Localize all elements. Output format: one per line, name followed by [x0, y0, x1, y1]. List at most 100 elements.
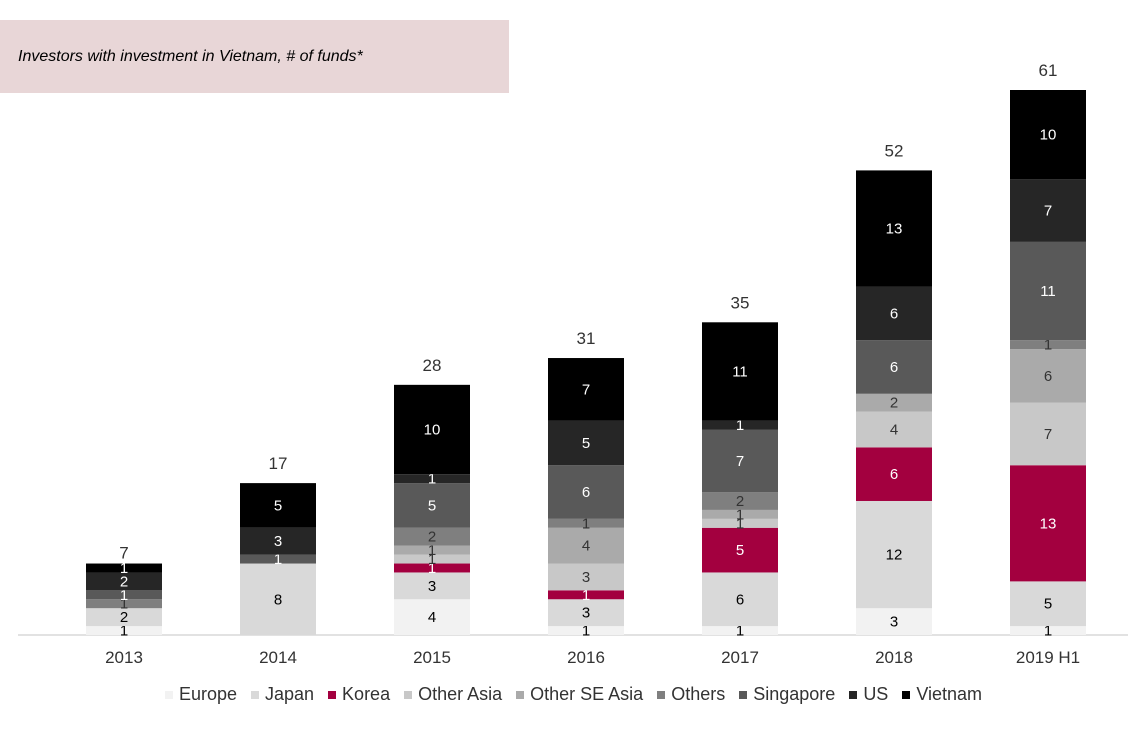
segment-value-label: 2: [428, 529, 436, 546]
bar-segment-singapore-2016: [548, 465, 624, 519]
segment-value-label: 13: [886, 220, 903, 237]
segment-value-label: 7: [1044, 426, 1052, 443]
bar-segment-other-se-asia-2018: [856, 393, 932, 412]
bar-segment-japan-2018: [856, 500, 932, 609]
legend-item: Singapore: [739, 684, 835, 705]
bar-segment-other-asia-2015: [394, 554, 470, 564]
legend-swatch: [516, 690, 525, 699]
segment-value-label: 1: [120, 623, 128, 640]
bar-segment-other-se-asia-2017: [702, 509, 778, 519]
segment-value-label: 3: [890, 614, 898, 631]
segment-value-label: 1: [428, 471, 436, 488]
chart-title: Investors with investment in Vietnam, # …: [18, 47, 363, 65]
bar-total-label: 7: [119, 543, 128, 562]
x-tick-label: 2017: [721, 648, 759, 667]
segment-value-label: 5: [736, 542, 744, 559]
segment-value-label: 1: [1044, 337, 1052, 354]
segment-value-label: 2: [120, 573, 128, 590]
bar-segment-korea-2015: [394, 563, 470, 573]
x-tick-label: 2016: [567, 648, 605, 667]
segment-value-label: 7: [736, 453, 744, 470]
bar-segment-europe-2019-H1: [1010, 626, 1086, 635]
segment-value-label: 1: [736, 506, 744, 523]
segment-value-label: 3: [582, 569, 590, 586]
legend-label: Vietnam: [916, 684, 983, 704]
bar-segment-us-2014: [240, 527, 316, 555]
segment-value-label: 13: [1040, 515, 1057, 532]
bar-segment-us-2016: [548, 420, 624, 466]
bar-total-label: 17: [269, 454, 288, 473]
segment-value-label: 1: [274, 551, 282, 568]
bar-total-label: 61: [1039, 61, 1058, 80]
bar-segment-others-2019-H1: [1010, 340, 1086, 350]
bar-segment-us-2017: [702, 420, 778, 430]
x-tick-label: 2018: [875, 648, 913, 667]
legend-swatch: [251, 690, 259, 699]
legend-item: Other Asia: [404, 684, 502, 705]
segment-value-label: 6: [582, 484, 590, 501]
segment-value-label: 1: [582, 515, 590, 532]
bar-segment-europe-2013: [86, 626, 162, 635]
segment-value-label: 1: [736, 515, 744, 532]
segment-value-label: 6: [890, 466, 898, 483]
legend-label: Europe: [178, 684, 237, 704]
legend-swatch: [849, 690, 858, 699]
bar-segment-others-2016: [548, 518, 624, 528]
bar-segment-vietnam-2013: [86, 563, 162, 573]
segment-value-label: 1: [582, 623, 590, 640]
bar-total-label: 52: [885, 141, 904, 160]
segment-value-label: 1: [736, 417, 744, 434]
segment-value-label: 11: [1040, 283, 1056, 300]
segment-value-label: 2: [120, 609, 128, 626]
segment-value-label: 6: [1044, 368, 1052, 385]
x-tick-label: 2013: [105, 648, 143, 667]
bar-total-label: 35: [731, 293, 750, 312]
legend-swatch: [404, 690, 413, 699]
legend-label: US: [863, 684, 889, 704]
bar-segment-singapore-2018: [856, 340, 932, 394]
bar-segment-other-asia-2018: [856, 411, 932, 448]
segment-value-label: 4: [582, 538, 590, 555]
bar-segment-japan-2015: [394, 572, 470, 600]
bar-segment-others-2015: [394, 527, 470, 546]
bar-segment-vietnam-2016: [548, 358, 624, 421]
x-tick-label: 2015: [413, 648, 451, 667]
segment-value-label: 5: [582, 435, 590, 452]
bar-segment-singapore-2014: [240, 554, 316, 564]
segment-value-label: 5: [274, 497, 282, 514]
legend-item: US: [849, 684, 888, 705]
segment-value-label: 10: [1040, 127, 1057, 144]
x-tick-label: 2019 H1: [1016, 648, 1080, 667]
legend-label: Other Asia: [418, 684, 503, 704]
legend-swatch: [164, 690, 173, 699]
bar-segment-us-2018: [856, 286, 932, 341]
legend-label: Singapore: [753, 684, 836, 704]
bar-segment-europe-2017: [702, 626, 778, 635]
legend-label: Other SE Asia: [530, 684, 644, 704]
bar-segment-other-asia-2016: [548, 563, 624, 591]
bar-segment-us-2015: [394, 474, 470, 484]
bar-segment-other-se-asia-2019-H1: [1010, 349, 1086, 403]
segment-value-label: 5: [428, 497, 436, 514]
bar-segment-japan-2017: [702, 572, 778, 627]
segment-value-label: 11: [732, 363, 748, 380]
bar-segment-japan-2013: [86, 608, 162, 627]
legend-item: Europe: [164, 684, 237, 705]
segment-value-label: 6: [736, 591, 744, 608]
legend-item: Others: [657, 684, 725, 705]
bar-segment-others-2013: [86, 599, 162, 609]
bar-segment-singapore-2017: [702, 429, 778, 493]
bar-segment-korea-2018: [856, 447, 932, 501]
legend-item: Other SE Asia: [516, 684, 643, 705]
segment-value-label: 2: [890, 395, 898, 412]
bar-total-label: 28: [423, 356, 442, 375]
segment-value-label: 1: [1044, 623, 1052, 640]
bar-segment-europe-2018: [856, 608, 932, 635]
bar-segment-other-se-asia-2016: [548, 527, 624, 564]
legend-label: Korea: [342, 684, 391, 704]
segment-value-label: 3: [582, 605, 590, 622]
segment-value-label: 4: [428, 609, 436, 626]
segment-value-label: 1: [428, 560, 436, 577]
bar-segment-europe-2015: [394, 599, 470, 635]
segment-value-label: 7: [582, 381, 590, 398]
